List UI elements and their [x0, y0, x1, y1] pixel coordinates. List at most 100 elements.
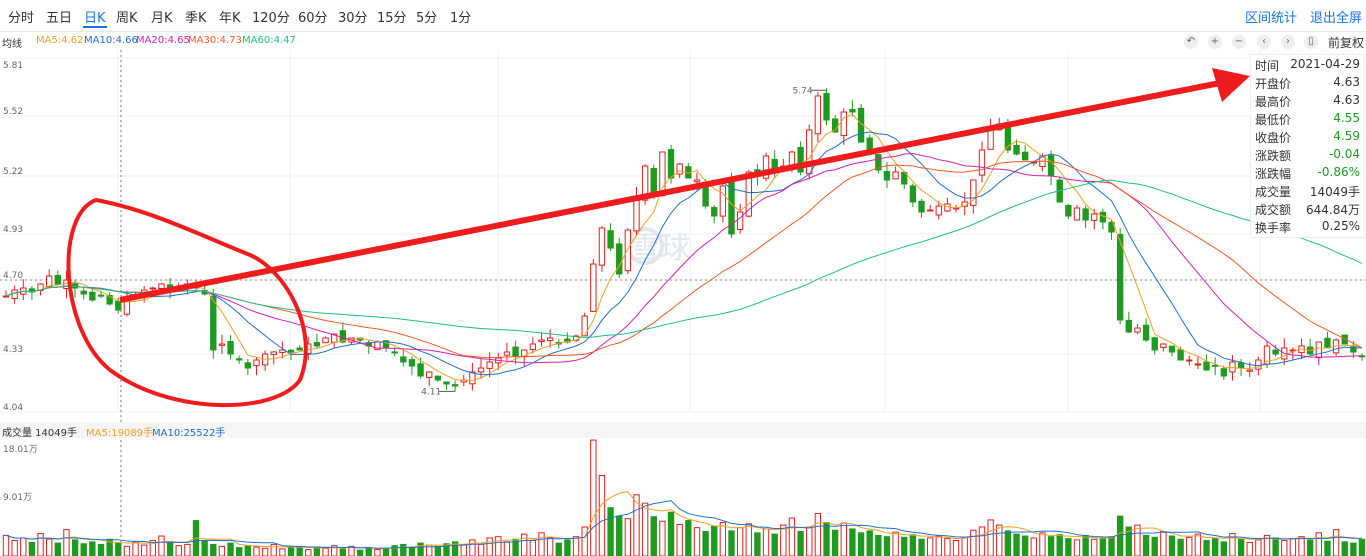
volume-ma5: MA5:19089手	[86, 428, 154, 439]
candle-body	[400, 356, 407, 363]
candle-body	[287, 349, 295, 353]
next-icon[interactable]: ›	[1281, 35, 1295, 49]
candle-body	[1013, 145, 1020, 155]
range-stats-button[interactable]: 区间统计	[1245, 11, 1298, 26]
tab-period-12[interactable]: 1分	[450, 11, 472, 26]
tab-period-8[interactable]: 60分	[298, 11, 328, 26]
tab-period-0[interactable]: 分时	[8, 11, 35, 26]
volume-bar	[227, 542, 234, 556]
volume-bar	[503, 541, 511, 556]
candle-body	[2, 295, 10, 298]
candle-body	[279, 349, 286, 353]
tab-period-10[interactable]: 15分	[377, 11, 407, 26]
tab-period-11[interactable]: 5分	[416, 11, 438, 26]
tab-period-1[interactable]: 五日	[46, 11, 73, 26]
volume-bar	[296, 547, 303, 556]
volume-bar	[20, 537, 27, 556]
undo-icon[interactable]: ↶	[1184, 35, 1198, 49]
volume-bar	[996, 524, 1003, 556]
volume-bar	[978, 526, 986, 556]
candle-body	[823, 93, 830, 121]
volume-tick-label: 9.01万	[3, 493, 32, 503]
volume-bar	[391, 545, 398, 556]
volume-bar	[849, 528, 856, 556]
volume-bar	[149, 540, 157, 556]
volume-bar	[840, 522, 847, 556]
candle-body	[89, 291, 96, 301]
candle-body	[46, 275, 53, 288]
price-tick-label: 4.33	[3, 345, 23, 355]
candle-body	[1203, 361, 1210, 371]
exit-fullscreen-button[interactable]: 退出全屏	[1310, 11, 1363, 26]
annotation-arrow-head	[1212, 68, 1250, 102]
ma-line-20	[5, 152, 1363, 364]
info-key: 换手率	[1255, 221, 1292, 235]
candle-body	[434, 375, 442, 381]
volume-bar	[616, 515, 623, 556]
candle-body	[590, 263, 597, 312]
info-value: 4.59	[1333, 129, 1360, 143]
volume-bar	[892, 531, 899, 556]
prev-icon[interactable]: ‹	[1257, 35, 1271, 49]
candle-body	[313, 341, 321, 347]
volume-bar	[797, 531, 804, 556]
candle-body	[1177, 349, 1184, 361]
volume-bar	[54, 542, 61, 556]
tab-period-4[interactable]: 月K	[151, 11, 173, 26]
ohlc-info-panel: 时间 2021-04-29 开盘价 4.63 最高价 4.63 最低价 4.55 收盘价 4.59…	[1250, 54, 1365, 238]
volume-bar	[1324, 540, 1331, 556]
volume-bar	[1229, 532, 1236, 556]
tab-period-3[interactable]: 周K	[116, 11, 138, 26]
candle-body	[296, 347, 303, 351]
volume-bar	[650, 516, 657, 556]
candle-body	[417, 363, 424, 377]
volume-bar	[685, 520, 692, 556]
volume-bar	[1203, 540, 1210, 556]
volume-bar	[486, 537, 493, 556]
volume-bar	[1341, 541, 1348, 556]
candle-body	[1272, 349, 1279, 355]
candle-body	[1116, 233, 1124, 321]
candle-body	[598, 227, 606, 266]
info-key: 最高价	[1255, 95, 1292, 109]
volume-bar	[667, 511, 675, 556]
volume-bar	[719, 522, 727, 556]
volume-bar	[745, 523, 752, 556]
info-row: 成交额 644.84万	[1251, 199, 1364, 217]
tab-period-2[interactable]: 日K	[84, 11, 106, 26]
volume-bar	[788, 517, 796, 556]
volume-bar	[1186, 536, 1193, 556]
volume-bar	[659, 520, 666, 556]
volume-bar	[495, 536, 502, 556]
tab-period-6[interactable]: 年K	[219, 11, 241, 26]
candle-body	[1073, 207, 1081, 221]
volume-bar	[831, 529, 839, 556]
zoom-in-icon[interactable]: +	[1208, 35, 1222, 49]
tab-period-5[interactable]: 季K	[185, 11, 207, 26]
volume-ma10: MA10:25522手	[152, 428, 226, 439]
candle-body	[659, 151, 666, 197]
volume-bar	[210, 543, 217, 556]
tab-period-7[interactable]: 120分	[252, 11, 290, 26]
volume-bar	[400, 543, 407, 556]
volume-bar	[279, 548, 286, 556]
tab-period-9[interactable]: 30分	[338, 11, 368, 26]
volume-bar	[166, 542, 174, 556]
volume-bar	[538, 532, 545, 556]
trash-icon[interactable]: ▯	[1304, 35, 1318, 49]
adjust-button[interactable]: 前复权	[1328, 36, 1365, 50]
candle-body	[1220, 368, 1227, 377]
candle-body	[1125, 319, 1132, 333]
volume-bar	[175, 545, 182, 556]
candle-body	[451, 384, 459, 387]
legend-item-2: MA20:4.65	[136, 35, 190, 46]
volume-bar	[624, 518, 632, 556]
volume-bar	[417, 542, 424, 556]
volume-bar	[546, 537, 554, 556]
volume-bar	[28, 541, 36, 556]
zoom-out-icon[interactable]: −	[1232, 35, 1246, 49]
info-key: 涨跌额	[1255, 149, 1292, 163]
volume-bar	[1194, 533, 1202, 556]
candle-body	[1151, 337, 1158, 351]
